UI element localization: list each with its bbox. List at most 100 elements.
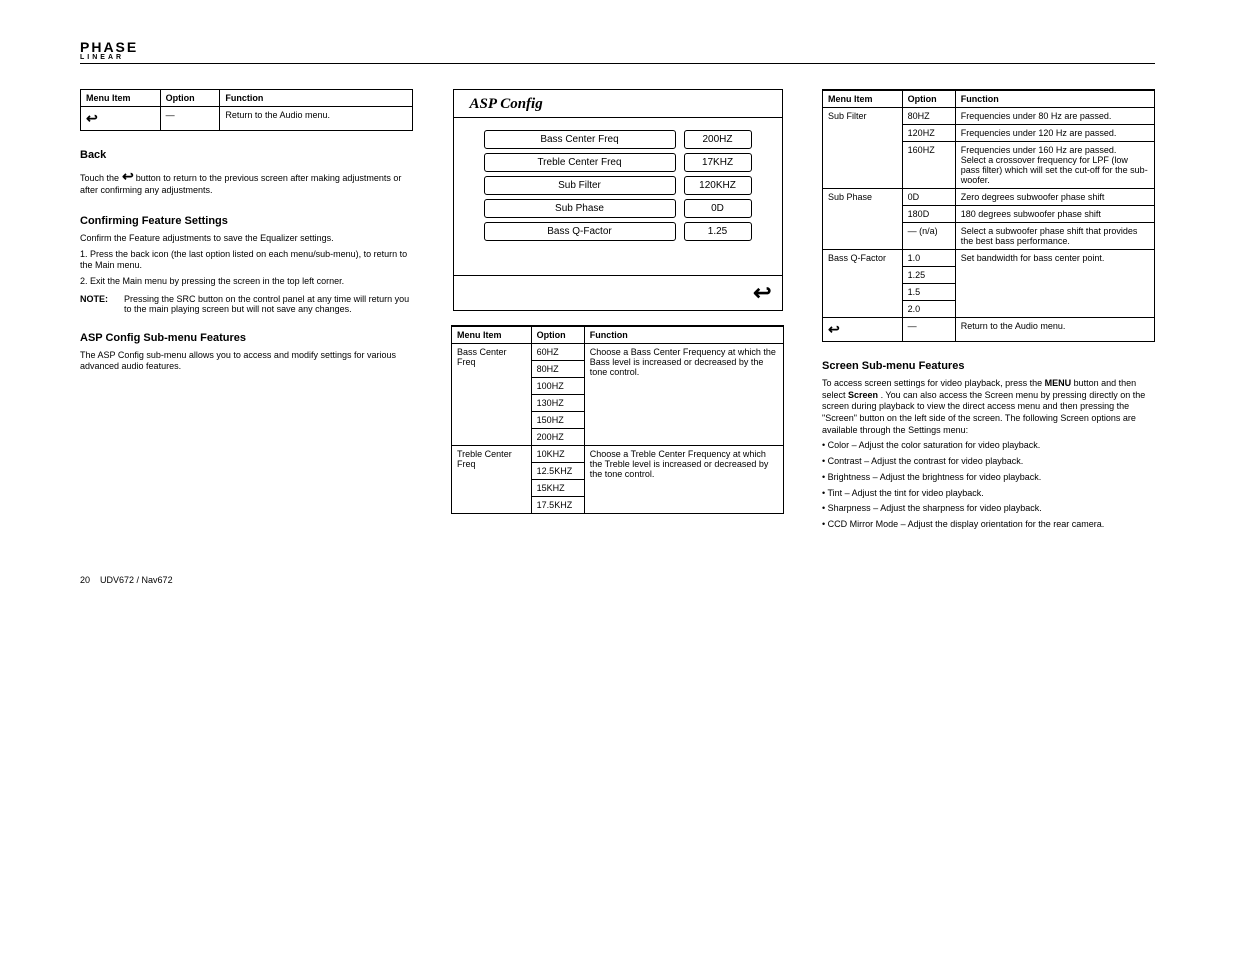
heading-asp: ASP Config Sub-menu Features	[80, 332, 413, 344]
cell-function: Frequencies under 120 Hz are passed.	[955, 125, 1154, 142]
cell-option: 80HZ	[531, 361, 584, 378]
cell-function: Frequencies under 80 Hz are passed.	[955, 108, 1154, 125]
header-rule: PHASE LINEAR	[80, 40, 1155, 64]
asp-footer: ↪	[454, 275, 782, 310]
list-item: • Tint – Adjust the tint for video playb…	[822, 488, 1155, 500]
doc-name: UDV672 / Nav672	[100, 575, 173, 585]
cell-function: Select a subwoofer phase shift that prov…	[955, 223, 1154, 250]
asp-val: 200HZ	[684, 130, 752, 149]
asp-key: Sub Phase	[484, 199, 676, 218]
paragraph: The ASP Config sub-menu allows you to ac…	[80, 350, 413, 373]
heading-confirm: Confirming Feature Settings	[80, 215, 413, 227]
th-option: Option	[902, 90, 955, 108]
cell-function: Zero degrees subwoofer phase shift	[955, 189, 1154, 206]
cell-function: Choose a Treble Center Frequency at whic…	[584, 446, 783, 514]
cell-option: 180D	[902, 206, 955, 223]
cell-option: — (n/a)	[902, 223, 955, 250]
back-icon: ↪	[122, 167, 134, 185]
th-function: Function	[584, 326, 783, 344]
paragraph: Confirm the Feature adjustments to save …	[80, 233, 413, 245]
cell-option: —	[160, 107, 220, 131]
list-item: 1. Press the back icon (the last option …	[80, 249, 413, 272]
table-left-top: Menu Item Option Function ↪ — Return to …	[80, 89, 413, 131]
table-row: Sub Filter 80HZ Frequencies under 80 Hz …	[823, 108, 1155, 125]
column-right: Menu Item Option Function Sub Filter 80H…	[822, 89, 1155, 535]
logo-line2: LINEAR	[80, 54, 1155, 61]
cell-option: 120HZ	[902, 125, 955, 142]
logo-line1: PHASE	[80, 40, 1155, 54]
cell-item: Bass Center Freq	[452, 344, 532, 446]
asp-row: Bass Center Freq 200HZ	[484, 130, 752, 149]
list-item: • Color – Adjust the color saturation fo…	[822, 440, 1155, 452]
page-number: 20	[80, 575, 90, 585]
cell-option: 1.25	[902, 267, 955, 284]
cell-option: 1.5	[902, 284, 955, 301]
table-row: Sub Phase 0D Zero degrees subwoofer phas…	[823, 189, 1155, 206]
asp-row: Bass Q-Factor 1.25	[484, 222, 752, 241]
cell-option: 15KHZ	[531, 480, 584, 497]
table-row: Treble Center Freq 10KHZ Choose a Treble…	[452, 446, 784, 463]
cell-function: Frequencies under 160 Hz are passed. Sel…	[955, 142, 1154, 189]
brand-logo: PHASE LINEAR	[80, 40, 1155, 61]
cell-option: —	[902, 318, 955, 342]
back-icon: ↪	[86, 110, 98, 127]
back-icon: ↪	[828, 321, 840, 338]
cell-option: 80HZ	[902, 108, 955, 125]
cell-item: Sub Phase	[823, 189, 903, 250]
th-function: Function	[220, 90, 413, 107]
page-footer: 20 UDV672 / Nav672	[80, 575, 1155, 585]
cell-option: 60HZ	[531, 344, 584, 361]
cell-option: 2.0	[902, 301, 955, 318]
cell-item: Sub Filter	[823, 108, 903, 189]
list-item: • Sharpness – Adjust the sharpness for v…	[822, 503, 1155, 515]
th-menu-item: Menu Item	[81, 90, 161, 107]
paragraph: Touch the ↪ button to return to the prev…	[80, 167, 413, 197]
asp-config-box: ASP Config Bass Center Freq 200HZ Treble…	[453, 89, 783, 311]
list-item: • CCD Mirror Mode – Adjust the display o…	[822, 519, 1155, 531]
asp-config-title: ASP Config	[454, 90, 782, 118]
cell-option: 12.5KHZ	[531, 463, 584, 480]
th-menu-item: Menu Item	[452, 326, 532, 344]
list-item: • Brightness – Adjust the brightness for…	[822, 472, 1155, 484]
cell-function: Choose a Bass Center Frequency at which …	[584, 344, 783, 446]
column-left: Menu Item Option Function ↪ — Return to …	[80, 89, 413, 535]
note: NOTE: Pressing the SRC button on the con…	[80, 294, 413, 314]
list-item: • Contrast – Adjust the contrast for vid…	[822, 456, 1155, 468]
table-right: Menu Item Option Function Sub Filter 80H…	[822, 89, 1155, 342]
cell-item: ↪	[81, 107, 161, 131]
note-label: NOTE:	[80, 294, 118, 304]
th-option: Option	[160, 90, 220, 107]
asp-key: Treble Center Freq	[484, 153, 676, 172]
list-item: 2. Exit the Main menu by pressing the sc…	[80, 276, 413, 288]
cell-option: 130HZ	[531, 395, 584, 412]
back-icon: ↪	[753, 280, 771, 306]
cell-option: 100HZ	[531, 378, 584, 395]
cell-option: 0D	[902, 189, 955, 206]
th-function: Function	[955, 90, 1154, 108]
column-middle: ASP Config Bass Center Freq 200HZ Treble…	[451, 89, 784, 535]
cell-option: 10KHZ	[531, 446, 584, 463]
asp-row: Sub Filter 120KHZ	[484, 176, 752, 195]
cell-option: 1.0	[902, 250, 955, 267]
asp-key: Bass Center Freq	[484, 130, 676, 149]
table-row: ↪ — Return to the Audio menu.	[81, 107, 413, 131]
table-row: Bass Center Freq 60HZ Choose a Bass Cent…	[452, 344, 784, 361]
cell-item: Treble Center Freq	[452, 446, 532, 514]
table-asp-center-freq: Menu Item Option Function Bass Center Fr…	[451, 325, 784, 514]
note-text: Pressing the SRC button on the control p…	[124, 294, 413, 314]
asp-val: 17KHZ	[684, 153, 752, 172]
asp-key: Bass Q-Factor	[484, 222, 676, 241]
cell-function: Set bandwidth for bass center point.	[955, 250, 1154, 318]
asp-val: 0D	[684, 199, 752, 218]
cell-option: 17.5KHZ	[531, 497, 584, 514]
cell-item: Bass Q-Factor	[823, 250, 903, 318]
asp-config-body: Bass Center Freq 200HZ Treble Center Fre…	[454, 118, 782, 275]
table-row: ↪ — Return to the Audio menu.	[823, 318, 1155, 342]
asp-val: 1.25	[684, 222, 752, 241]
asp-row: Treble Center Freq 17KHZ	[484, 153, 752, 172]
content-columns: Menu Item Option Function ↪ — Return to …	[80, 89, 1155, 535]
cell-option: 160HZ	[902, 142, 955, 189]
cell-function: 180 degrees subwoofer phase shift	[955, 206, 1154, 223]
cell-option: 200HZ	[531, 429, 584, 446]
table-row: Bass Q-Factor 1.0 Set bandwidth for bass…	[823, 250, 1155, 267]
